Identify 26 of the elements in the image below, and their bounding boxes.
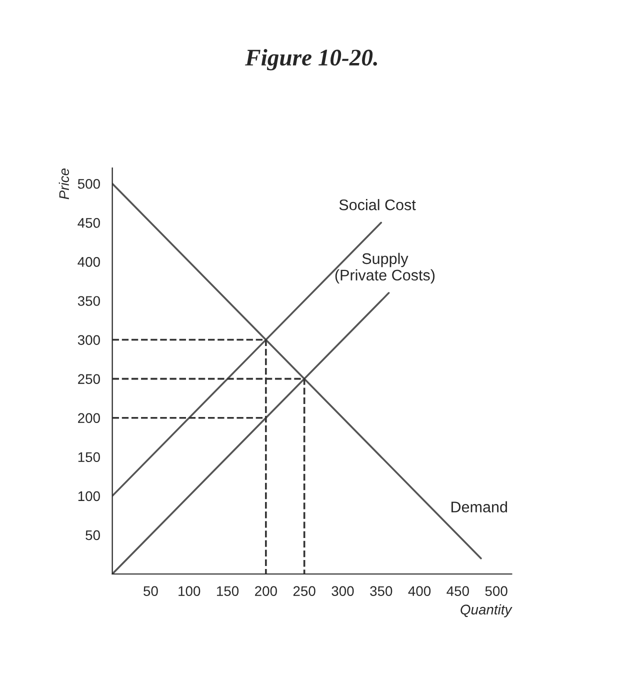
series-label: Supply (Private Costs): [335, 252, 435, 284]
y-tick-label: 400: [78, 257, 100, 267]
x-tick-label: 300: [332, 586, 354, 596]
x-tick-label: 150: [216, 586, 239, 596]
x-axis-title: Quantity: [460, 604, 512, 618]
x-tick-label: 500: [485, 586, 508, 596]
chart-title: Figure 10-20.: [245, 49, 377, 70]
x-tick-label: 350: [370, 586, 392, 596]
y-tick-label: 450: [78, 218, 100, 228]
series-label: Demand: [451, 501, 507, 512]
x-tick-label: 250: [293, 586, 316, 596]
y-tick-label: 250: [78, 374, 100, 384]
y-tick-label: 300: [78, 335, 100, 345]
y-tick-label: 150: [78, 452, 100, 462]
x-tick-label: 50: [144, 586, 158, 596]
x-tick-label: 400: [408, 586, 431, 596]
y-tick-label: 100: [78, 491, 100, 502]
y-tick-label: 500: [78, 178, 100, 189]
x-tick-label: 200: [255, 586, 277, 596]
y-tick-label: 200: [78, 413, 100, 424]
y-tick-label: 50: [86, 530, 100, 540]
series-label: Social Cost: [339, 199, 416, 210]
y-axis-title: Price: [58, 168, 70, 200]
x-tick-label: 100: [178, 586, 200, 596]
x-tick-label: 450: [446, 586, 469, 596]
y-tick-label: 350: [78, 296, 100, 306]
